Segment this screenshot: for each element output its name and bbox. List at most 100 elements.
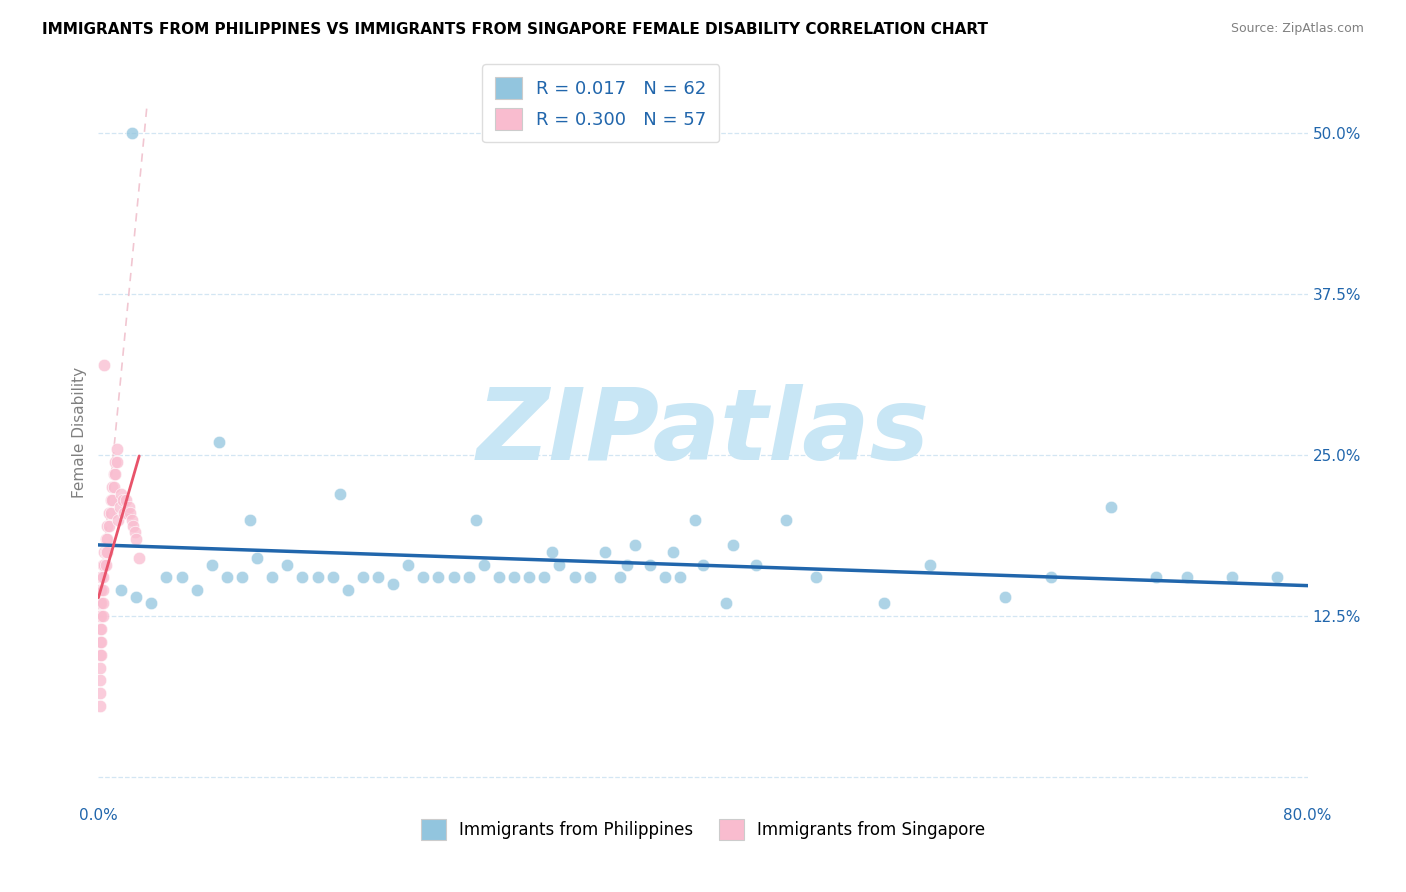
Point bbox=[91, 583, 114, 598]
Point bbox=[692, 558, 714, 572]
Point bbox=[1144, 570, 1167, 584]
Point bbox=[443, 570, 465, 584]
Point bbox=[101, 493, 124, 508]
Point bbox=[104, 454, 127, 468]
Point bbox=[775, 512, 797, 526]
Point bbox=[457, 570, 479, 584]
Point bbox=[89, 660, 111, 674]
Point bbox=[121, 512, 143, 526]
Point bbox=[548, 558, 571, 572]
Text: IMMIGRANTS FROM PHILIPPINES VS IMMIGRANTS FROM SINGAPORE FEMALE DISABILITY CORRE: IMMIGRANTS FROM PHILIPPINES VS IMMIGRANT… bbox=[42, 22, 988, 37]
Point bbox=[89, 583, 111, 598]
Point bbox=[120, 506, 142, 520]
Point bbox=[564, 570, 586, 584]
Point bbox=[125, 590, 148, 604]
Point bbox=[873, 596, 896, 610]
Point bbox=[89, 596, 111, 610]
Point bbox=[104, 467, 127, 482]
Point bbox=[90, 583, 112, 598]
Point bbox=[90, 609, 112, 624]
Point bbox=[685, 512, 707, 526]
Point bbox=[122, 519, 145, 533]
Point bbox=[96, 532, 118, 546]
Point bbox=[472, 558, 495, 572]
Y-axis label: Female Disability: Female Disability bbox=[72, 367, 87, 499]
Point bbox=[624, 538, 647, 552]
Point bbox=[918, 558, 941, 572]
Point bbox=[105, 454, 128, 468]
Point bbox=[465, 512, 488, 526]
Point bbox=[322, 570, 344, 584]
Point bbox=[89, 622, 111, 636]
Point bbox=[125, 532, 148, 546]
Point bbox=[1175, 570, 1198, 584]
Point bbox=[745, 558, 768, 572]
Point bbox=[90, 570, 112, 584]
Point bbox=[367, 570, 389, 584]
Point bbox=[89, 699, 111, 714]
Point bbox=[115, 506, 138, 520]
Point bbox=[93, 545, 115, 559]
Point bbox=[110, 583, 132, 598]
Text: ZIPatlas: ZIPatlas bbox=[477, 384, 929, 481]
Point bbox=[124, 525, 146, 540]
Point bbox=[98, 506, 121, 520]
Point bbox=[114, 493, 136, 508]
Point bbox=[186, 583, 208, 598]
Point bbox=[90, 622, 112, 636]
Point bbox=[654, 570, 676, 584]
Point bbox=[540, 545, 562, 559]
Point bbox=[93, 558, 115, 572]
Point bbox=[96, 519, 118, 533]
Point bbox=[806, 570, 828, 584]
Point bbox=[533, 570, 555, 584]
Point bbox=[262, 570, 284, 584]
Point bbox=[91, 596, 114, 610]
Point bbox=[427, 570, 450, 584]
Point bbox=[108, 500, 131, 514]
Point bbox=[201, 558, 224, 572]
Point bbox=[112, 506, 135, 520]
Point bbox=[488, 570, 510, 584]
Point bbox=[638, 558, 661, 572]
Point bbox=[96, 545, 118, 559]
Point bbox=[517, 570, 540, 584]
Point bbox=[91, 558, 114, 572]
Point bbox=[616, 558, 638, 572]
Point bbox=[723, 538, 745, 552]
Point bbox=[329, 487, 352, 501]
Point bbox=[111, 493, 134, 508]
Point bbox=[291, 570, 314, 584]
Point bbox=[118, 500, 141, 514]
Point bbox=[307, 570, 329, 584]
Point bbox=[170, 570, 193, 584]
Point bbox=[93, 358, 115, 372]
Point bbox=[128, 551, 150, 566]
Point bbox=[141, 596, 163, 610]
Point bbox=[91, 570, 114, 584]
Point bbox=[107, 512, 129, 526]
Point bbox=[89, 648, 111, 662]
Point bbox=[208, 435, 231, 450]
Point bbox=[110, 487, 132, 501]
Point bbox=[100, 506, 122, 520]
Point bbox=[94, 545, 117, 559]
Point bbox=[1099, 500, 1122, 514]
Point bbox=[276, 558, 298, 572]
Text: Source: ZipAtlas.com: Source: ZipAtlas.com bbox=[1230, 22, 1364, 36]
Point bbox=[121, 126, 143, 140]
Point bbox=[90, 596, 112, 610]
Point bbox=[1220, 570, 1243, 584]
Point bbox=[89, 609, 111, 624]
Point bbox=[94, 532, 117, 546]
Point bbox=[215, 570, 238, 584]
Point bbox=[90, 648, 112, 662]
Point bbox=[90, 635, 112, 649]
Point bbox=[396, 558, 419, 572]
Point bbox=[669, 570, 692, 584]
Point bbox=[89, 673, 111, 688]
Point bbox=[231, 570, 253, 584]
Point bbox=[89, 686, 111, 700]
Point bbox=[155, 570, 177, 584]
Point bbox=[239, 512, 262, 526]
